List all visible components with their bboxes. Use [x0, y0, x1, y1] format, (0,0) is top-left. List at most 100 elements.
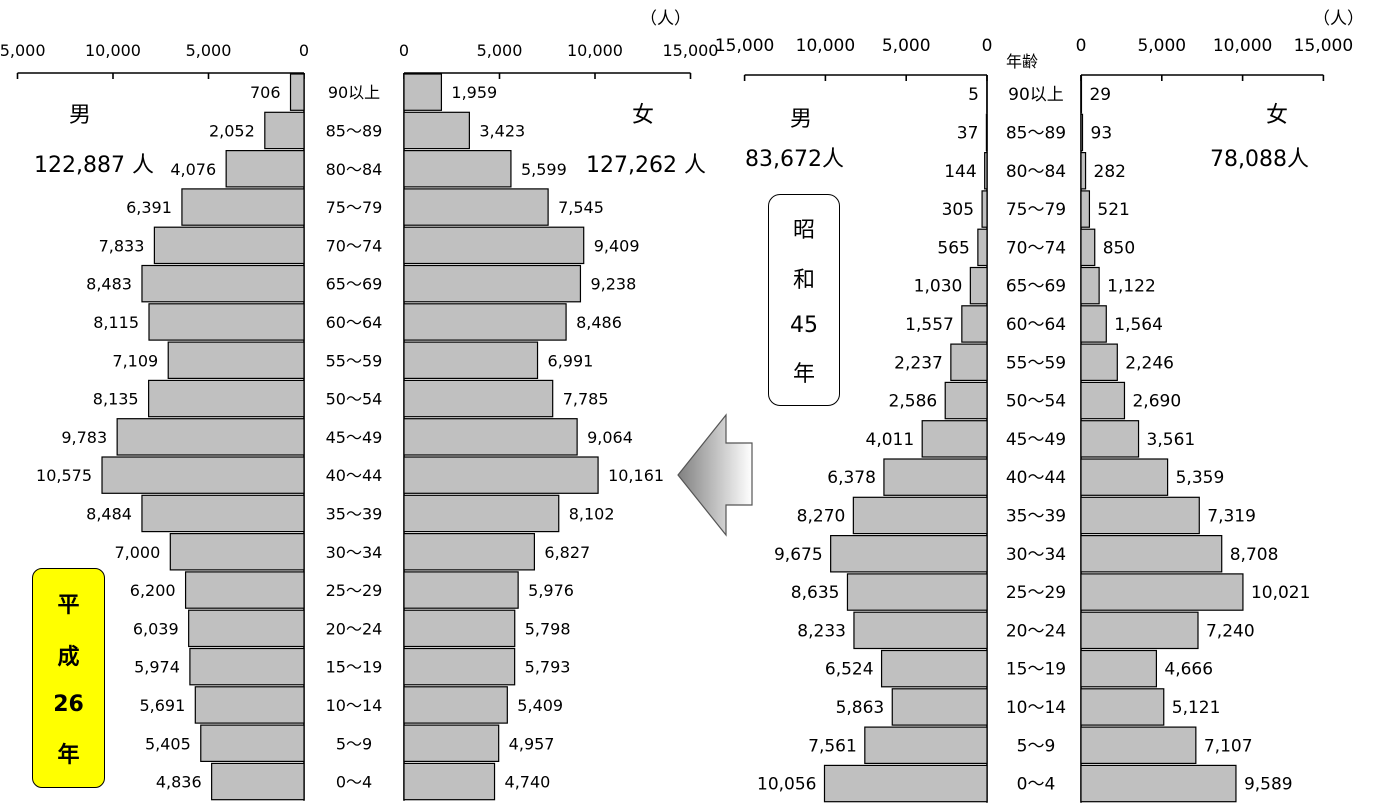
- age-group-label: 35～39: [1006, 506, 1066, 526]
- female-bar: [1080, 573, 1244, 611]
- age-group-label: 55～59: [1006, 353, 1066, 373]
- male-value-label: 1,030: [914, 277, 963, 297]
- male-bar: [853, 611, 988, 650]
- age-group-label: 90以上: [328, 83, 380, 102]
- male-tick-label: 10,000: [796, 36, 855, 56]
- female-value-label: 7,785: [563, 390, 609, 409]
- female-tick-label: 10,000: [567, 41, 623, 60]
- female-value-label: 282: [1094, 162, 1126, 182]
- female-bar: [403, 264, 582, 303]
- female-bar: [1080, 381, 1126, 420]
- left-arrow-icon: [677, 413, 753, 537]
- female-bar: [403, 494, 560, 533]
- units-label: （人）: [640, 9, 691, 29]
- female-tick-label: 15,000: [663, 41, 719, 60]
- male-bar: [846, 573, 988, 611]
- female-bar: [1080, 611, 1199, 650]
- female-value-label: 4,957: [509, 734, 555, 753]
- female-value-label: 5,976: [528, 581, 574, 600]
- age-group-label: 25～29: [1006, 583, 1066, 603]
- female-value-label: 5,599: [521, 160, 567, 179]
- male-value-label: 6,378: [827, 468, 876, 488]
- male-value-label: 8,483: [86, 275, 132, 294]
- female-label: 女: [1266, 103, 1288, 128]
- female-bar: [1080, 726, 1197, 764]
- female-value-label: 8,486: [576, 313, 622, 332]
- age-group-label: 5～9: [336, 734, 372, 753]
- male-value-label: 6,391: [126, 198, 172, 217]
- age-group-label: 10～14: [1006, 698, 1066, 718]
- age-group-label: 30～34: [326, 543, 383, 562]
- female-bar: [403, 456, 599, 494]
- female-value-label: 6,991: [548, 351, 594, 370]
- female-tick-label: 5,000: [477, 41, 523, 60]
- female-value-label: 5,409: [517, 696, 563, 715]
- female-label: 女: [632, 103, 654, 128]
- age-group-label: 90以上: [1008, 85, 1064, 105]
- male-bar: [148, 379, 305, 418]
- units-label: （人）: [1313, 9, 1364, 29]
- male-value-label: 7,109: [112, 351, 158, 370]
- female-bar: [1080, 266, 1100, 305]
- male-bar: [188, 609, 305, 648]
- female-value-label: 93: [1091, 123, 1113, 143]
- male-label: 男: [790, 107, 812, 132]
- male-bar: [891, 688, 988, 726]
- age-group-label: 40～44: [326, 466, 383, 485]
- female-tick-label: 5,000: [1137, 36, 1186, 56]
- female-tick-label: 0: [1076, 36, 1087, 56]
- female-value-label: 9,409: [594, 236, 640, 255]
- male-value-label: 2,237: [894, 353, 943, 373]
- male-bar: [200, 724, 305, 762]
- era-char: 和: [792, 268, 815, 294]
- age-group-label: 30～34: [1006, 545, 1066, 565]
- male-bar: [194, 686, 305, 724]
- age-group-label: 40～44: [1006, 468, 1066, 488]
- female-value-label: 9,064: [587, 428, 633, 447]
- age-group-label: 70～74: [326, 236, 383, 255]
- male-value-label: 144: [944, 162, 976, 182]
- female-tick-label: 10,000: [1213, 36, 1272, 56]
- female-tick-label: 15,000: [1294, 36, 1353, 56]
- female-value-label: 5,793: [525, 658, 571, 677]
- age-group-label: 15～19: [326, 658, 383, 677]
- era-char: 昭: [792, 218, 815, 244]
- age-group-label: 60～64: [1006, 315, 1066, 335]
- female-bar: [403, 341, 539, 380]
- female-bar: [403, 532, 535, 571]
- male-tick-label: 10,000: [85, 41, 141, 60]
- male-bar: [289, 73, 305, 111]
- female-value-label: 7,240: [1206, 621, 1255, 641]
- age-group-label: 75～79: [1006, 200, 1066, 220]
- female-bar: [403, 150, 512, 188]
- male-value-label: 6,039: [133, 619, 179, 638]
- female-value-label: 7,107: [1204, 736, 1253, 756]
- female-total: 78,088人: [1210, 147, 1309, 172]
- age-group-label: 55～59: [326, 351, 383, 370]
- male-bar: [181, 188, 305, 226]
- male-bar: [950, 343, 988, 382]
- male-bar: [985, 113, 988, 152]
- male-tick-label: 15,000: [0, 41, 45, 60]
- age-group-label: 50～54: [326, 390, 383, 409]
- female-bar: [403, 379, 554, 418]
- male-bar: [883, 458, 988, 496]
- age-group-label: 80～84: [1006, 162, 1066, 182]
- male-bar: [969, 266, 988, 305]
- male-value-label: 565: [937, 238, 969, 258]
- male-value-label: 7,000: [114, 543, 160, 562]
- female-bar: [1080, 420, 1140, 458]
- male-value-label: 7,561: [808, 736, 857, 756]
- male-bar: [830, 534, 988, 573]
- female-bar: [1080, 649, 1158, 688]
- female-bar: [1080, 534, 1223, 573]
- male-value-label: 5: [968, 85, 979, 105]
- male-bar: [921, 420, 988, 458]
- era-char: 平: [57, 593, 80, 619]
- male-value-label: 8,135: [93, 390, 139, 409]
- age-group-label: 0～4: [1017, 775, 1056, 795]
- era-char: 26: [53, 691, 84, 717]
- female-bar: [403, 111, 470, 150]
- male-value-label: 1,557: [905, 315, 954, 335]
